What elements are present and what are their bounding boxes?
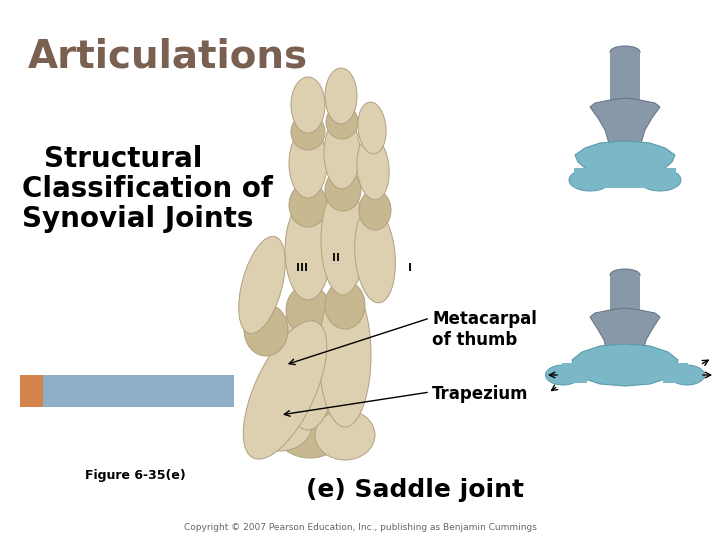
Bar xyxy=(43,375,234,407)
Text: Classification of: Classification of xyxy=(22,175,273,203)
Ellipse shape xyxy=(321,185,365,295)
Ellipse shape xyxy=(610,101,640,113)
Ellipse shape xyxy=(243,321,327,459)
Bar xyxy=(663,363,688,383)
Bar xyxy=(20,375,43,407)
Text: Figure 6-35(e): Figure 6-35(e) xyxy=(85,469,185,483)
Ellipse shape xyxy=(326,105,358,139)
Ellipse shape xyxy=(325,169,361,211)
Ellipse shape xyxy=(569,169,611,191)
Text: Synovial Joints: Synovial Joints xyxy=(22,205,253,233)
Ellipse shape xyxy=(546,365,580,385)
Ellipse shape xyxy=(319,283,371,427)
Text: Articulations: Articulations xyxy=(28,38,308,76)
Ellipse shape xyxy=(355,207,395,303)
Ellipse shape xyxy=(286,285,330,335)
Ellipse shape xyxy=(359,190,391,230)
Bar xyxy=(610,52,640,107)
Ellipse shape xyxy=(610,269,640,281)
Ellipse shape xyxy=(639,169,681,191)
PathPatch shape xyxy=(572,344,678,386)
Text: III: III xyxy=(296,263,308,273)
Bar xyxy=(562,363,587,383)
Ellipse shape xyxy=(358,102,386,154)
Text: Trapezium: Trapezium xyxy=(432,385,528,403)
PathPatch shape xyxy=(590,308,660,360)
Ellipse shape xyxy=(610,311,640,323)
Ellipse shape xyxy=(239,237,285,334)
Bar xyxy=(644,168,676,188)
Bar xyxy=(574,168,676,188)
Ellipse shape xyxy=(248,399,312,451)
Ellipse shape xyxy=(275,402,345,458)
Ellipse shape xyxy=(289,128,327,198)
Bar xyxy=(610,275,640,317)
Ellipse shape xyxy=(291,114,325,150)
Ellipse shape xyxy=(280,290,336,430)
PathPatch shape xyxy=(590,98,660,156)
Ellipse shape xyxy=(670,365,704,385)
Ellipse shape xyxy=(610,46,640,58)
Text: I: I xyxy=(408,263,412,273)
Ellipse shape xyxy=(325,68,357,124)
Ellipse shape xyxy=(291,77,325,133)
Ellipse shape xyxy=(244,304,288,356)
Ellipse shape xyxy=(357,136,390,200)
Text: Structural: Structural xyxy=(44,145,202,173)
Ellipse shape xyxy=(325,281,365,329)
Text: Copyright © 2007 Pearson Education, Inc., publishing as Benjamin Cummings: Copyright © 2007 Pearson Education, Inc.… xyxy=(184,523,536,532)
Ellipse shape xyxy=(324,117,360,189)
Ellipse shape xyxy=(315,410,375,460)
PathPatch shape xyxy=(575,141,675,176)
Ellipse shape xyxy=(285,200,331,300)
Text: (e) Saddle joint: (e) Saddle joint xyxy=(306,478,524,502)
Text: Metacarpal
of thumb: Metacarpal of thumb xyxy=(432,310,537,349)
Ellipse shape xyxy=(289,183,327,227)
Text: II: II xyxy=(332,253,340,263)
